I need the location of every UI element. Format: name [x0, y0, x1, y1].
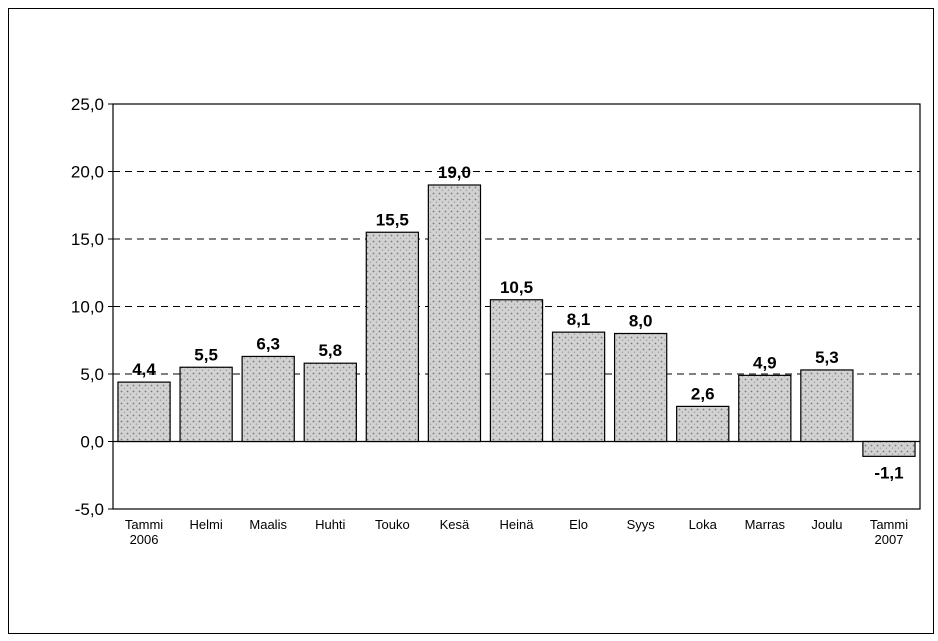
data-labels: 4,4 5,5 6,3 5,8 15,5 19,0 10,5 8,1 8,0 2,6 4,9 5,3 -…	[132, 163, 903, 482]
x-category-label: Touko	[375, 517, 410, 532]
data-label: 5,8	[318, 341, 342, 360]
bar	[241, 355, 295, 443]
bar	[862, 440, 916, 457]
data-label: 19,0	[438, 163, 471, 182]
bar	[303, 362, 357, 443]
data-label: 8,1	[567, 310, 591, 329]
x-category-label: Maalis	[249, 517, 287, 532]
y-tick-label: 25,0	[71, 95, 104, 114]
bar	[427, 184, 482, 443]
y-tick-label: 0,0	[80, 433, 104, 452]
bars	[117, 184, 916, 457]
x-category-label: Kesä	[440, 517, 470, 532]
x-category-label: Elo	[569, 517, 588, 532]
x-category-label: Tammi	[870, 517, 908, 532]
x-category-label: Huhti	[315, 517, 345, 532]
x-category-label: 2006	[130, 532, 159, 547]
data-label: 8,0	[629, 312, 653, 331]
y-tick-label: 5,0	[80, 365, 104, 384]
y-tick-labels: 25,0 20,0 15,0 10,0 5,0 0,0 -5,0	[71, 95, 104, 519]
bar	[551, 331, 606, 443]
data-label: 5,3	[815, 348, 839, 367]
bar	[179, 366, 233, 443]
x-category-label: Helmi	[189, 517, 222, 532]
bar	[800, 369, 854, 443]
data-label: 10,5	[500, 278, 533, 297]
data-label: 2,6	[691, 384, 715, 403]
y-tick-label: 15,0	[71, 230, 104, 249]
data-label: 5,5	[194, 345, 218, 364]
x-category-label: Joulu	[811, 517, 842, 532]
bar	[117, 381, 171, 443]
bar	[365, 231, 420, 443]
data-label: -1,1	[874, 463, 903, 482]
x-category-label: Marras	[745, 517, 786, 532]
x-category-label: Heinä	[500, 517, 535, 532]
x-category-label: 2007	[875, 532, 904, 547]
x-category-label: Tammi	[125, 517, 163, 532]
bar	[613, 332, 668, 443]
bar	[489, 299, 544, 443]
y-tick-label: 20,0	[71, 163, 104, 182]
y-tick-label: 10,0	[71, 298, 104, 317]
y-tick-label: -5,0	[75, 500, 104, 519]
x-category-label: Syys	[627, 517, 656, 532]
x-category-label: Loka	[689, 517, 718, 532]
bar	[676, 405, 730, 443]
data-label: 4,4	[132, 360, 156, 379]
data-label: 15,5	[376, 210, 409, 229]
bar	[738, 374, 792, 443]
data-label: 6,3	[256, 334, 280, 353]
data-label: 4,9	[753, 353, 777, 372]
